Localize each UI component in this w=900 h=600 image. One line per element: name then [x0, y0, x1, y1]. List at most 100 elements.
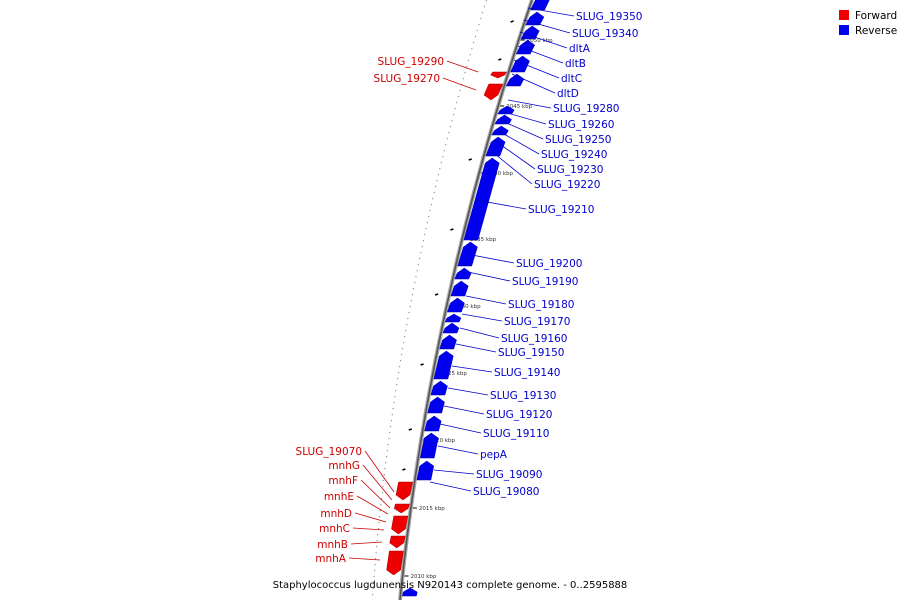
gene-label-leader	[451, 365, 493, 373]
gene-label-leader	[443, 405, 485, 415]
gene-label[interactable]: SLUG_19090	[476, 469, 542, 481]
gene-label-leader	[503, 111, 547, 125]
scale-tick-label: 2010 kbp	[411, 574, 437, 580]
gene-label-leader	[354, 512, 387, 523]
legend-label: Reverse	[855, 25, 897, 37]
reverse-gene-block	[463, 157, 500, 241]
scale-tick-label: 2035 kbp	[470, 237, 496, 243]
gene-label[interactable]: SLUG_19340	[572, 28, 638, 40]
gene-label[interactable]: dltA	[569, 43, 591, 55]
genome-backbone	[399, 0, 533, 600]
reverse-gene-block	[497, 105, 515, 115]
gene-label-leader	[517, 45, 564, 64]
reverse-gene-block	[447, 297, 465, 313]
reverse-gene-block	[402, 587, 418, 597]
gene-label[interactable]: SLUG_19190	[512, 276, 578, 288]
gene-label[interactable]: mnhG	[328, 460, 360, 472]
gene-label[interactable]: SLUG_19280	[553, 103, 619, 115]
reverse-gene-block	[419, 432, 439, 459]
gene-label-leader	[364, 450, 395, 493]
gene-label[interactable]: SLUG_19170	[504, 316, 570, 328]
gene-label-leader	[475, 199, 527, 210]
gene-label[interactable]: mnhD	[320, 508, 352, 520]
backbone-marker	[408, 428, 413, 431]
gene-label[interactable]: SLUG_19120	[486, 409, 552, 421]
legend-swatch	[839, 10, 849, 20]
gene-label[interactable]: SLUG_19260	[548, 119, 614, 131]
gene-label[interactable]: SLUG_19210	[528, 204, 594, 216]
gene-label-leader	[489, 149, 533, 185]
gene-label-leader	[433, 469, 475, 475]
reverse-gene-block	[424, 415, 442, 432]
gene-label[interactable]: SLUG_19220	[534, 179, 600, 191]
gene-label[interactable]: dltC	[561, 73, 582, 85]
gene-label[interactable]: SLUG_19270	[374, 73, 440, 85]
gene-label-leader	[352, 527, 385, 531]
reverse-gene-block	[454, 267, 472, 280]
backbone-marker	[434, 293, 439, 296]
reverse-gene-block	[450, 280, 469, 297]
gene-label-leader	[511, 73, 556, 94]
gene-label-leader	[465, 295, 507, 305]
gene-label-leader	[429, 481, 472, 492]
backbone-marker	[510, 20, 514, 23]
guide-track	[371, 0, 488, 600]
reverse-gene-block	[416, 460, 435, 481]
legend-swatch	[839, 25, 849, 35]
gene-label[interactable]: pepA	[480, 449, 508, 461]
gene-label[interactable]: SLUG_19150	[498, 347, 564, 359]
scale-tick-label: 2045 kbp	[506, 104, 532, 110]
gene-label[interactable]: mnhA	[315, 553, 347, 565]
gene-label[interactable]: SLUG_19350	[576, 11, 642, 23]
gene-label[interactable]: dltB	[565, 58, 586, 70]
gene-label[interactable]: mnhF	[328, 475, 358, 487]
gene-label[interactable]: SLUG_19180	[508, 299, 574, 311]
gene-label[interactable]: mnhE	[324, 491, 354, 503]
reverse-gene-block	[427, 396, 445, 414]
gene-label-leader	[507, 99, 552, 109]
reverse-gene-block	[485, 136, 506, 157]
forward-gene-block	[483, 83, 504, 101]
reverse-gene-block	[444, 313, 462, 323]
gene-label-leader	[496, 129, 540, 155]
gene-label[interactable]: SLUG_19160	[501, 333, 567, 345]
gene-label-leader	[437, 445, 479, 455]
scale-tick-label: 2025 kbp	[441, 371, 467, 377]
gene-label[interactable]: SLUG_19110	[483, 428, 549, 440]
reverse-gene-block	[491, 125, 509, 136]
gene-label[interactable]: SLUG_19130	[490, 390, 556, 402]
gene-label-leader	[455, 343, 497, 353]
gene-label[interactable]: SLUG_19250	[545, 134, 611, 146]
scale-tick-label: 2040 kbp	[487, 171, 513, 177]
backbone-marker	[498, 58, 502, 61]
gene-label[interactable]: SLUG_19290	[378, 56, 444, 68]
forward-gene-block	[490, 71, 508, 79]
gene-label-leader	[447, 387, 489, 396]
reverse-gene-block	[433, 350, 454, 380]
gene-label[interactable]: SLUG_19240	[541, 149, 607, 161]
gene-label-leader	[523, 19, 571, 34]
gene-label-leader	[471, 254, 515, 264]
reverse-gene-block	[510, 55, 530, 73]
gene-label[interactable]: SLUG_19080	[473, 486, 539, 498]
gene-label[interactable]: dltD	[557, 88, 579, 100]
gene-label[interactable]: SLUG_19070	[296, 446, 362, 458]
genome-caption: Staphylococcus lugdunensis N920143 compl…	[273, 580, 628, 591]
backbone-marker	[468, 158, 472, 161]
forward-gene-block	[389, 535, 406, 549]
gene-label[interactable]: SLUG_19230	[537, 164, 603, 176]
scale-tick-label: 2020 kbp	[429, 438, 455, 444]
gene-label-leader	[467, 271, 511, 282]
gene-label-leader	[442, 77, 477, 91]
legend-label: Forward	[855, 10, 897, 22]
gene-label[interactable]: SLUG_19200	[516, 258, 582, 270]
gene-label-leader	[360, 479, 391, 509]
gene-label[interactable]: mnhB	[317, 539, 348, 551]
gene-label[interactable]: mnhC	[319, 523, 350, 535]
gene-label[interactable]: SLUG_19140	[494, 367, 560, 379]
gene-label-leader	[513, 59, 560, 79]
gene-label-leader	[493, 139, 536, 170]
scale-tick-label: 2015 kbp	[419, 506, 445, 512]
gene-label-leader	[446, 60, 479, 73]
